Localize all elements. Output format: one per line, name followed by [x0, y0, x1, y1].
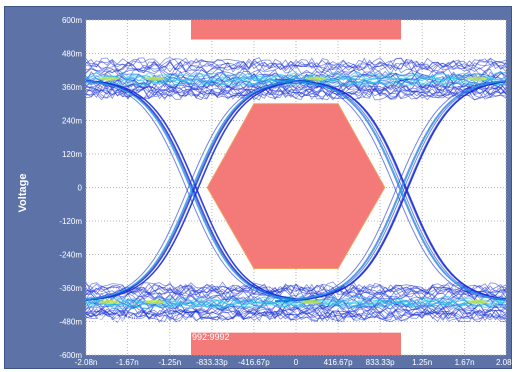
bit-filter-label: Exc All Bits [97, 314, 142, 324]
trace-line [86, 88, 506, 101]
density-hotspot [467, 299, 488, 304]
density-hotspot [306, 76, 327, 81]
x-tick-label: 833.33p [366, 358, 395, 367]
y-tick-label: 360m [62, 83, 82, 92]
y-tick-label: 0 [78, 184, 83, 193]
trace-line [86, 61, 506, 73]
trace-line [86, 308, 506, 321]
x-tick-label: -1.67n [116, 358, 139, 367]
y-tick-label: 480m [62, 50, 82, 59]
trace-line [86, 63, 506, 76]
trace-line [86, 283, 506, 296]
y-tick-label: -120m [59, 217, 82, 226]
y-tick-label: -240m [59, 251, 82, 260]
trace-line [86, 79, 506, 92]
x-tick-label: 2.08n [496, 358, 515, 367]
transition-trace [86, 80, 318, 302]
mask-polygon [206, 103, 386, 269]
trace-line [86, 310, 506, 323]
transition-trace [86, 78, 318, 300]
density-hotspot [144, 76, 165, 81]
x-tick-label: 1.67n [455, 358, 475, 367]
trace-line [86, 80, 506, 93]
mask-bottom-bar [191, 332, 401, 355]
transition-trace [274, 79, 506, 301]
y-tick-label: 120m [62, 150, 82, 159]
y-tick-label: 240m [62, 117, 82, 126]
trace-line [86, 83, 506, 96]
trace-line [86, 283, 506, 296]
x-axis-ticks: -2.08n -1.67n -1.25n -833.33p -416.67p 0 416.6… [75, 358, 515, 367]
transition-trace [86, 79, 318, 301]
trace-line [86, 71, 506, 79]
y-tick-label: -360m [59, 284, 82, 293]
mask-top-bar [191, 20, 401, 40]
trace-line [86, 300, 506, 307]
eye-mask [191, 20, 401, 355]
density-hotspot [99, 76, 120, 81]
x-tick-label: -416.67p [238, 358, 270, 367]
y-tick-label: -600m [59, 351, 82, 360]
x-tick-label: 416.67p [324, 358, 353, 367]
density-hotspot [467, 76, 488, 81]
transition-trace [86, 79, 318, 302]
y-tick-label: 600m [62, 16, 82, 25]
x-tick-label: -1.25n [158, 358, 181, 367]
transition-trace [274, 78, 506, 301]
y-axis-ticks: 600m 480m 360m 240m 120m 0 -120m -240m -360m -480… [59, 16, 82, 360]
trace-line [86, 282, 506, 295]
trace-line [86, 75, 506, 83]
trace-line [86, 307, 506, 320]
trace-line [86, 304, 506, 317]
transition-trace [274, 79, 506, 302]
x-tick-label: 0 [294, 358, 299, 367]
trace-line [86, 83, 506, 96]
x-tick-label: -833.33p [196, 358, 228, 367]
x-tick-label: -2.08n [75, 358, 98, 367]
trace-line [86, 302, 506, 310]
transition-trace [86, 80, 318, 302]
signal-traces [86, 56, 506, 323]
density-hotspot [144, 299, 165, 304]
y-tick-label: -480m [59, 318, 82, 327]
density-hotspot [99, 299, 120, 304]
trace-line [86, 309, 506, 323]
x-tick-label: 1.25n [412, 358, 432, 367]
waveform-count-label: 992:9992 [192, 332, 230, 342]
density-hotspot [301, 299, 322, 304]
